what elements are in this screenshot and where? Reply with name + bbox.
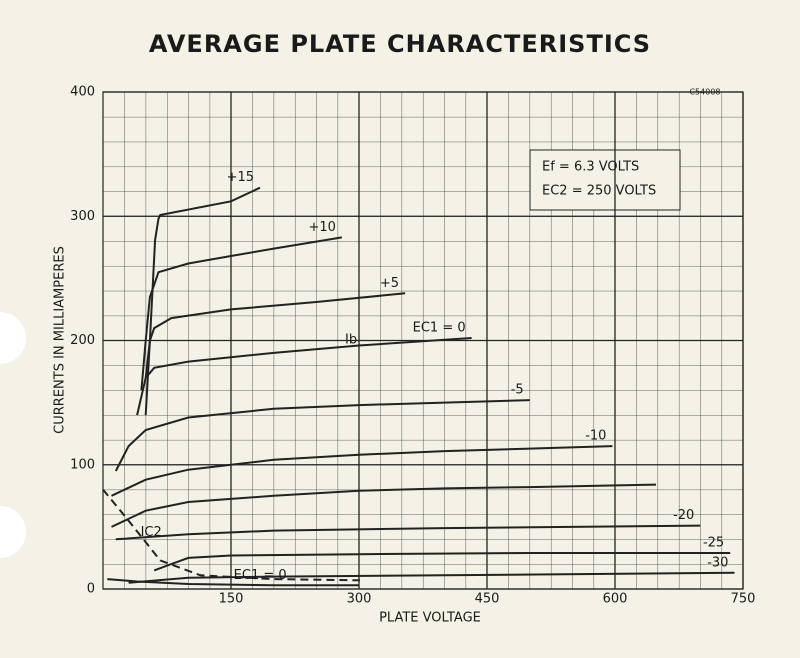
curve-label: +15 <box>227 170 254 185</box>
y-tick-label: 400 <box>70 85 95 100</box>
x-tick-label: 750 <box>731 592 756 607</box>
curve <box>140 236 343 391</box>
punch-hole <box>0 506 26 558</box>
curve-label: -10 <box>585 429 606 444</box>
curve-label: EC1 = 0 <box>413 321 466 336</box>
annotation: Ib <box>345 333 357 348</box>
y-axis-label: CURRENTS IN MILLIAMPERES <box>53 246 68 434</box>
y-tick-label: 0 <box>87 582 95 597</box>
curve-label: +10 <box>308 220 335 235</box>
curve <box>111 445 613 497</box>
curve <box>111 483 657 528</box>
curve-label: -30 <box>707 555 728 570</box>
curve <box>107 578 359 587</box>
curve-label: -20 <box>673 508 694 523</box>
curve <box>153 552 731 572</box>
chart-title: AVERAGE PLATE CHARACTERISTICS <box>149 30 651 58</box>
x-tick-label: 450 <box>475 592 500 607</box>
curve <box>114 399 530 472</box>
y-tick-label: 300 <box>70 209 95 224</box>
curve-label: -5 <box>511 383 524 398</box>
x-axis-label: PLATE VOLTAGE <box>379 611 481 626</box>
curve <box>102 488 360 582</box>
curve-label: -25 <box>703 535 724 550</box>
curve <box>115 524 701 541</box>
y-tick-label: 100 <box>70 457 95 472</box>
curve-label: IC2 <box>141 525 162 540</box>
note-box <box>529 149 681 211</box>
x-tick-label: 150 <box>219 592 244 607</box>
punch-hole <box>0 312 26 364</box>
y-tick-label: 200 <box>70 333 95 348</box>
curve-label: +5 <box>380 276 399 291</box>
curve <box>128 571 735 584</box>
x-tick-label: 300 <box>347 592 372 607</box>
note: Ef = 6.3 VOLTS <box>542 160 639 175</box>
curve <box>144 292 406 378</box>
curve-label: EC1 = 0 <box>234 568 287 583</box>
x-tick-label: 600 <box>603 592 628 607</box>
curve <box>136 337 472 416</box>
note: EC2 = 250 VOLTS <box>542 184 656 199</box>
